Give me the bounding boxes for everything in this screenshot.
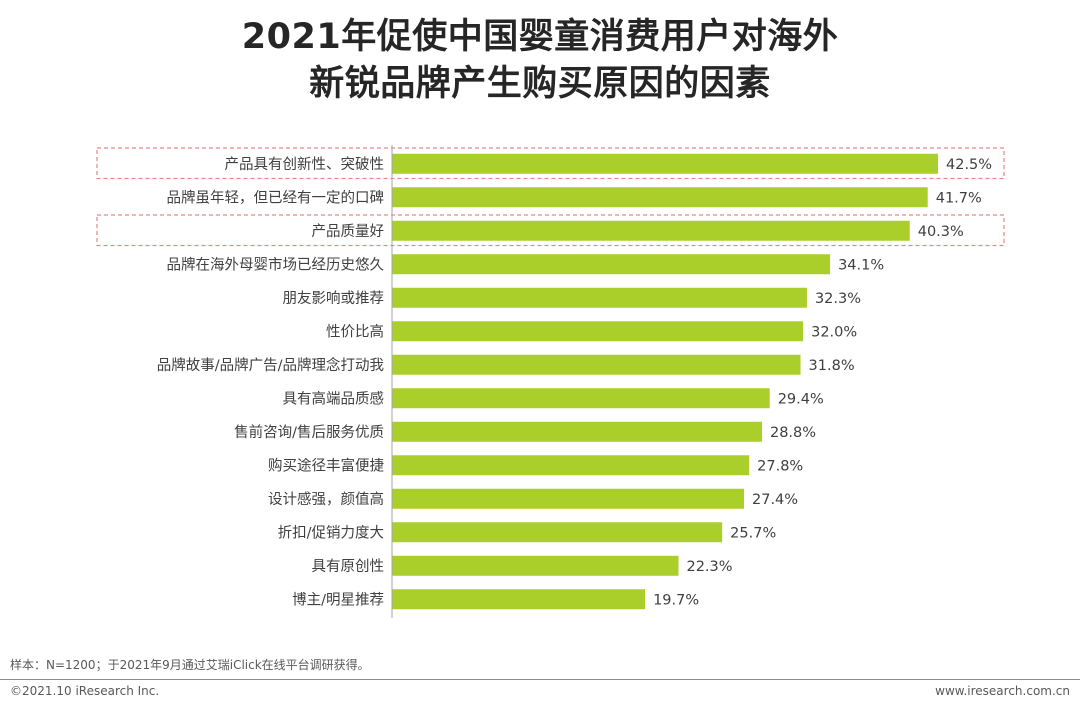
value-label: 28.8%: [770, 425, 816, 441]
bar: [392, 287, 807, 308]
copyright-text: ©2021.10 iResearch Inc.: [10, 684, 160, 698]
bar: [392, 153, 938, 174]
value-label: 34.1%: [838, 257, 884, 273]
category-label: 品牌故事/品牌广告/品牌理念打动我: [157, 356, 384, 374]
category-label: 售前咨询/售后服务优质: [234, 424, 384, 441]
category-label: 折扣/促销力度大: [278, 524, 384, 541]
value-label: 40.3%: [918, 224, 964, 240]
category-label: 设计感强，颜值高: [268, 491, 384, 508]
category-label: 产品具有创新性、突破性: [225, 156, 385, 173]
bar: [392, 354, 801, 375]
bar: [392, 187, 928, 208]
category-label: 性价比高: [326, 323, 384, 340]
value-label: 41.7%: [936, 190, 982, 206]
value-label: 42.5%: [946, 157, 992, 173]
category-label: 产品质量好: [312, 223, 385, 240]
bar: [392, 522, 723, 543]
bar: [392, 321, 804, 342]
value-label: 19.7%: [653, 592, 699, 608]
bar: [392, 488, 745, 509]
value-label: 22.3%: [686, 559, 732, 575]
category-label: 购买途径丰富便捷: [268, 456, 384, 474]
value-label: 29.4%: [778, 391, 824, 407]
bar: [392, 589, 646, 610]
value-label: 32.3%: [815, 291, 861, 307]
chart-title-line-1: 2021年促使中国婴童消费用户对海外: [241, 17, 839, 57]
category-label: 博主/明星推荐: [292, 591, 384, 608]
category-label: 品牌在海外母婴市场已经历史悠久: [167, 256, 385, 273]
bar: [392, 388, 770, 409]
bar: [392, 555, 679, 576]
bar: [392, 254, 831, 275]
value-label: 32.0%: [811, 324, 857, 340]
chart-title-line-2: 新锐品牌产生购买原因的因素: [309, 64, 771, 104]
bar: [392, 421, 762, 442]
bar: [392, 220, 910, 241]
value-label: 31.8%: [809, 358, 855, 374]
sample-note: 样本：N=1200；于2021年9月通过艾瑞iClick在线平台调研获得。: [10, 658, 370, 672]
value-label: 27.4%: [752, 492, 798, 508]
footer-divider: [0, 679, 1080, 680]
chart-title: 2021年促使中国婴童消费用户对海外 新锐品牌产生购买原因的因素: [0, 14, 1080, 108]
bar: [392, 455, 750, 476]
bar-chart: 产品具有创新性、突破性 42.5% 品牌虽年轻，但已经有一定的口碑 41.7% 产品质量…: [96, 145, 1005, 618]
value-label: 27.8%: [757, 458, 803, 474]
category-label: 朋友影响或推荐: [283, 290, 385, 307]
category-label: 具有原创性: [312, 558, 385, 575]
category-label: 品牌虽年轻，但已经有一定的口碑: [167, 189, 385, 206]
value-label: 25.7%: [730, 525, 776, 541]
category-label: 具有高端品质感: [283, 390, 385, 407]
website-link[interactable]: www.iresearch.com.cn: [935, 684, 1070, 698]
